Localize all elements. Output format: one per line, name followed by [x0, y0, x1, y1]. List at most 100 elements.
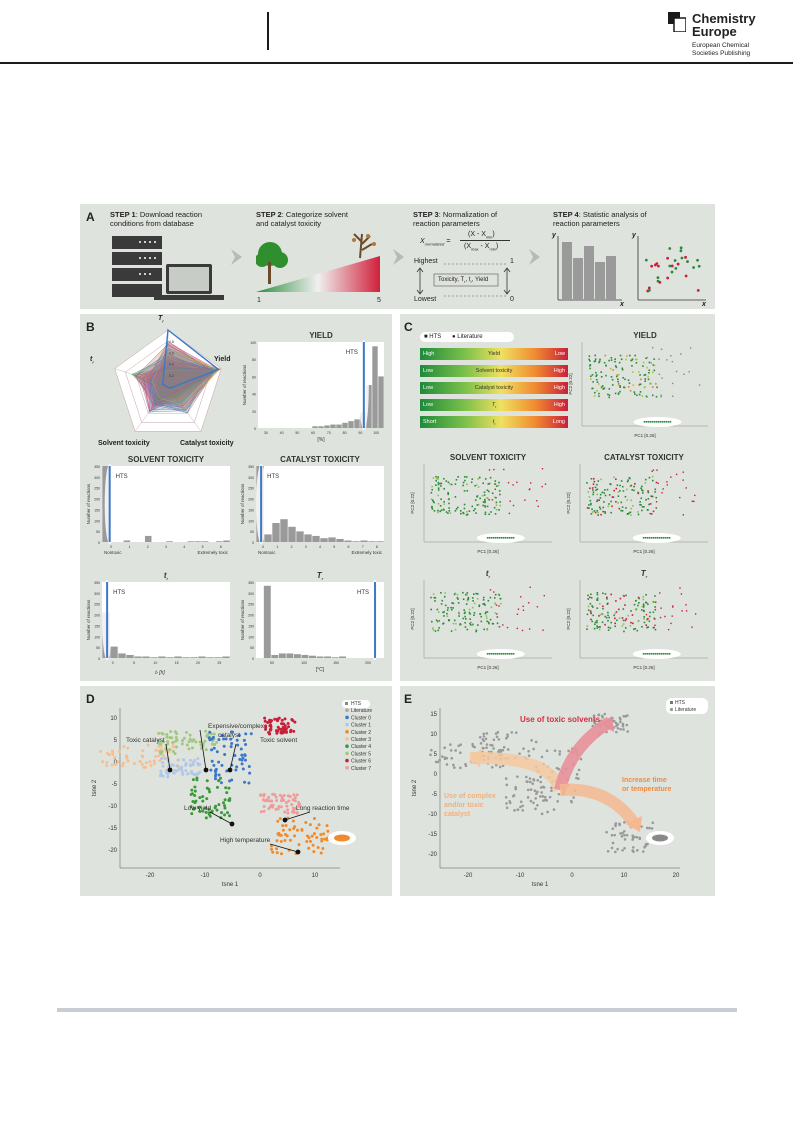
- scatter-point: [448, 498, 450, 500]
- scale-left: Low: [423, 368, 434, 374]
- scatter-point: [446, 612, 448, 615]
- scatter-point: [494, 480, 497, 482]
- scatter-point: [498, 490, 501, 492]
- x-tick: -20: [146, 873, 155, 879]
- scatter-point: [674, 266, 678, 270]
- cluster-point: [305, 839, 309, 843]
- chart-title: YIELD: [309, 331, 333, 340]
- scatter-point: [589, 364, 592, 366]
- scatter-point: [652, 469, 655, 471]
- cluster-point: [201, 799, 205, 803]
- logo-line4: Societies Publishing: [692, 50, 751, 57]
- literature-point: [532, 801, 535, 805]
- scatter-point: [653, 364, 656, 367]
- scatter-point: [651, 386, 654, 388]
- cluster-point: [198, 796, 202, 800]
- scatter-point: [437, 494, 439, 497]
- scatter-point: [430, 596, 432, 599]
- hts-cluster: [334, 834, 350, 842]
- scatter-point: [476, 504, 479, 506]
- publisher-logo[interactable]: Chemistry Europe European Chemical Socie…: [668, 12, 788, 57]
- cluster-point: [149, 764, 153, 768]
- literature-point: [572, 796, 575, 799]
- scatter-point: [606, 488, 609, 491]
- scatter-point: [482, 599, 485, 601]
- cluster-point: [285, 804, 289, 808]
- cluster-point: [275, 839, 279, 843]
- scatter-point: [434, 630, 437, 632]
- scatter-point: [457, 602, 460, 604]
- literature-point: [529, 788, 533, 791]
- scale-left: Low: [423, 402, 434, 408]
- y-tick: 350: [248, 581, 254, 585]
- cluster-point: [275, 847, 278, 851]
- scatter-point: [494, 488, 496, 490]
- hts-point: [664, 653, 667, 655]
- scatter-point: [463, 609, 465, 611]
- histogram-bar: [344, 540, 352, 542]
- x-tick: 50: [270, 661, 274, 665]
- x-tick: 0: [258, 873, 262, 879]
- radar-tick: 0.2: [169, 374, 174, 378]
- radar-series: [133, 354, 213, 403]
- lowest-label: Lowest: [414, 296, 437, 303]
- hts-point: [656, 537, 659, 539]
- scatter-point: [495, 485, 498, 487]
- cluster-point: [181, 772, 185, 776]
- scatter-point: [651, 470, 653, 473]
- scatter-point: [431, 485, 433, 488]
- scatter-point: [630, 499, 633, 502]
- scatter-point: [466, 592, 469, 594]
- cluster-point: [320, 839, 324, 843]
- scatter-point: [607, 505, 610, 508]
- scatter-point: [628, 382, 631, 384]
- cluster-point: [198, 809, 202, 813]
- cluster-point: [293, 825, 297, 829]
- cluster-point: [195, 778, 199, 782]
- literature-point: [614, 850, 617, 854]
- scatter-point: [629, 477, 631, 480]
- literature-point: [471, 744, 475, 748]
- scatter-point: [691, 500, 694, 502]
- x-tick: 60: [311, 431, 315, 435]
- scatter-point: [439, 482, 441, 485]
- radar-tick: 0.4: [169, 363, 174, 367]
- y-tick: 100: [94, 519, 100, 523]
- scatter-point: [654, 608, 657, 611]
- scatter-point: [636, 629, 639, 632]
- literature-point: [616, 847, 619, 851]
- literature-point: [614, 824, 617, 828]
- cluster-point: [293, 834, 297, 838]
- radar-grid: [146, 363, 190, 405]
- scatter-point: [617, 392, 620, 395]
- cluster-point: [204, 748, 208, 752]
- cluster-point: [228, 798, 232, 802]
- scatter-point: [599, 497, 602, 499]
- scatter-point: [445, 511, 448, 513]
- scatter-point: [443, 595, 446, 598]
- scatter-point: [630, 484, 633, 487]
- scatter-point: [630, 610, 632, 612]
- cluster-point: [233, 754, 237, 758]
- cluster-point: [210, 759, 214, 763]
- cluster-point: [223, 806, 227, 810]
- scatter-point: [658, 280, 662, 284]
- scale-mid: Yield: [487, 351, 501, 357]
- scatter-point: [454, 592, 457, 595]
- cluster-point: [161, 764, 165, 768]
- panel-b: B 0.8 0.6 0.4 0.2 Tr Yield tr Solvent toxic…: [80, 314, 392, 681]
- literature-point: [601, 714, 604, 718]
- x-tick: 50: [295, 431, 299, 435]
- scatter-point: [439, 505, 442, 507]
- scatter-point: [635, 362, 638, 364]
- scatter-point: [599, 602, 601, 605]
- cluster-point: [212, 746, 216, 750]
- scatter-point: [642, 365, 644, 367]
- scatter-point: [604, 615, 607, 618]
- x-axis-label: [%]: [317, 437, 325, 443]
- scatter-point: [598, 392, 600, 395]
- literature-point: [485, 746, 488, 750]
- scatter-point: [650, 362, 652, 364]
